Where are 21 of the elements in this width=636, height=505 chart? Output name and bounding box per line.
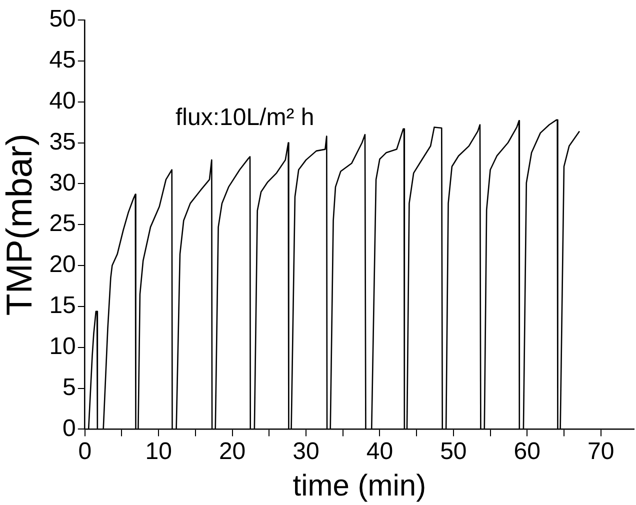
y-tick-label: 40 <box>49 87 76 114</box>
x-tick-label: 50 <box>440 438 467 466</box>
y-axis-title: TMP(mbar) <box>0 134 40 316</box>
y-tick-label: 15 <box>49 292 76 320</box>
y-tick-label: 30 <box>49 169 76 196</box>
x-tick-label: 10 <box>145 438 172 466</box>
x-tick-label: 70 <box>587 438 614 466</box>
y-tick-label: 45 <box>49 46 76 74</box>
y-tick-label: 5 <box>62 374 76 401</box>
x-axis-title: time (min) <box>292 469 426 502</box>
x-tick-label: 40 <box>366 438 394 466</box>
y-tick-label: 0 <box>62 414 76 442</box>
x-tick-label: 20 <box>218 438 246 466</box>
y-tick-label: 25 <box>49 210 76 238</box>
annotation: flux:10L/m² h <box>176 104 314 131</box>
x-tick-label: 60 <box>514 438 540 466</box>
y-tick-label: 50 <box>49 6 76 33</box>
y-tick-label: 35 <box>49 128 76 156</box>
y-tick-label: 10 <box>49 332 76 360</box>
x-tick-label: 30 <box>292 438 320 466</box>
y-tick-label: 20 <box>49 251 76 278</box>
